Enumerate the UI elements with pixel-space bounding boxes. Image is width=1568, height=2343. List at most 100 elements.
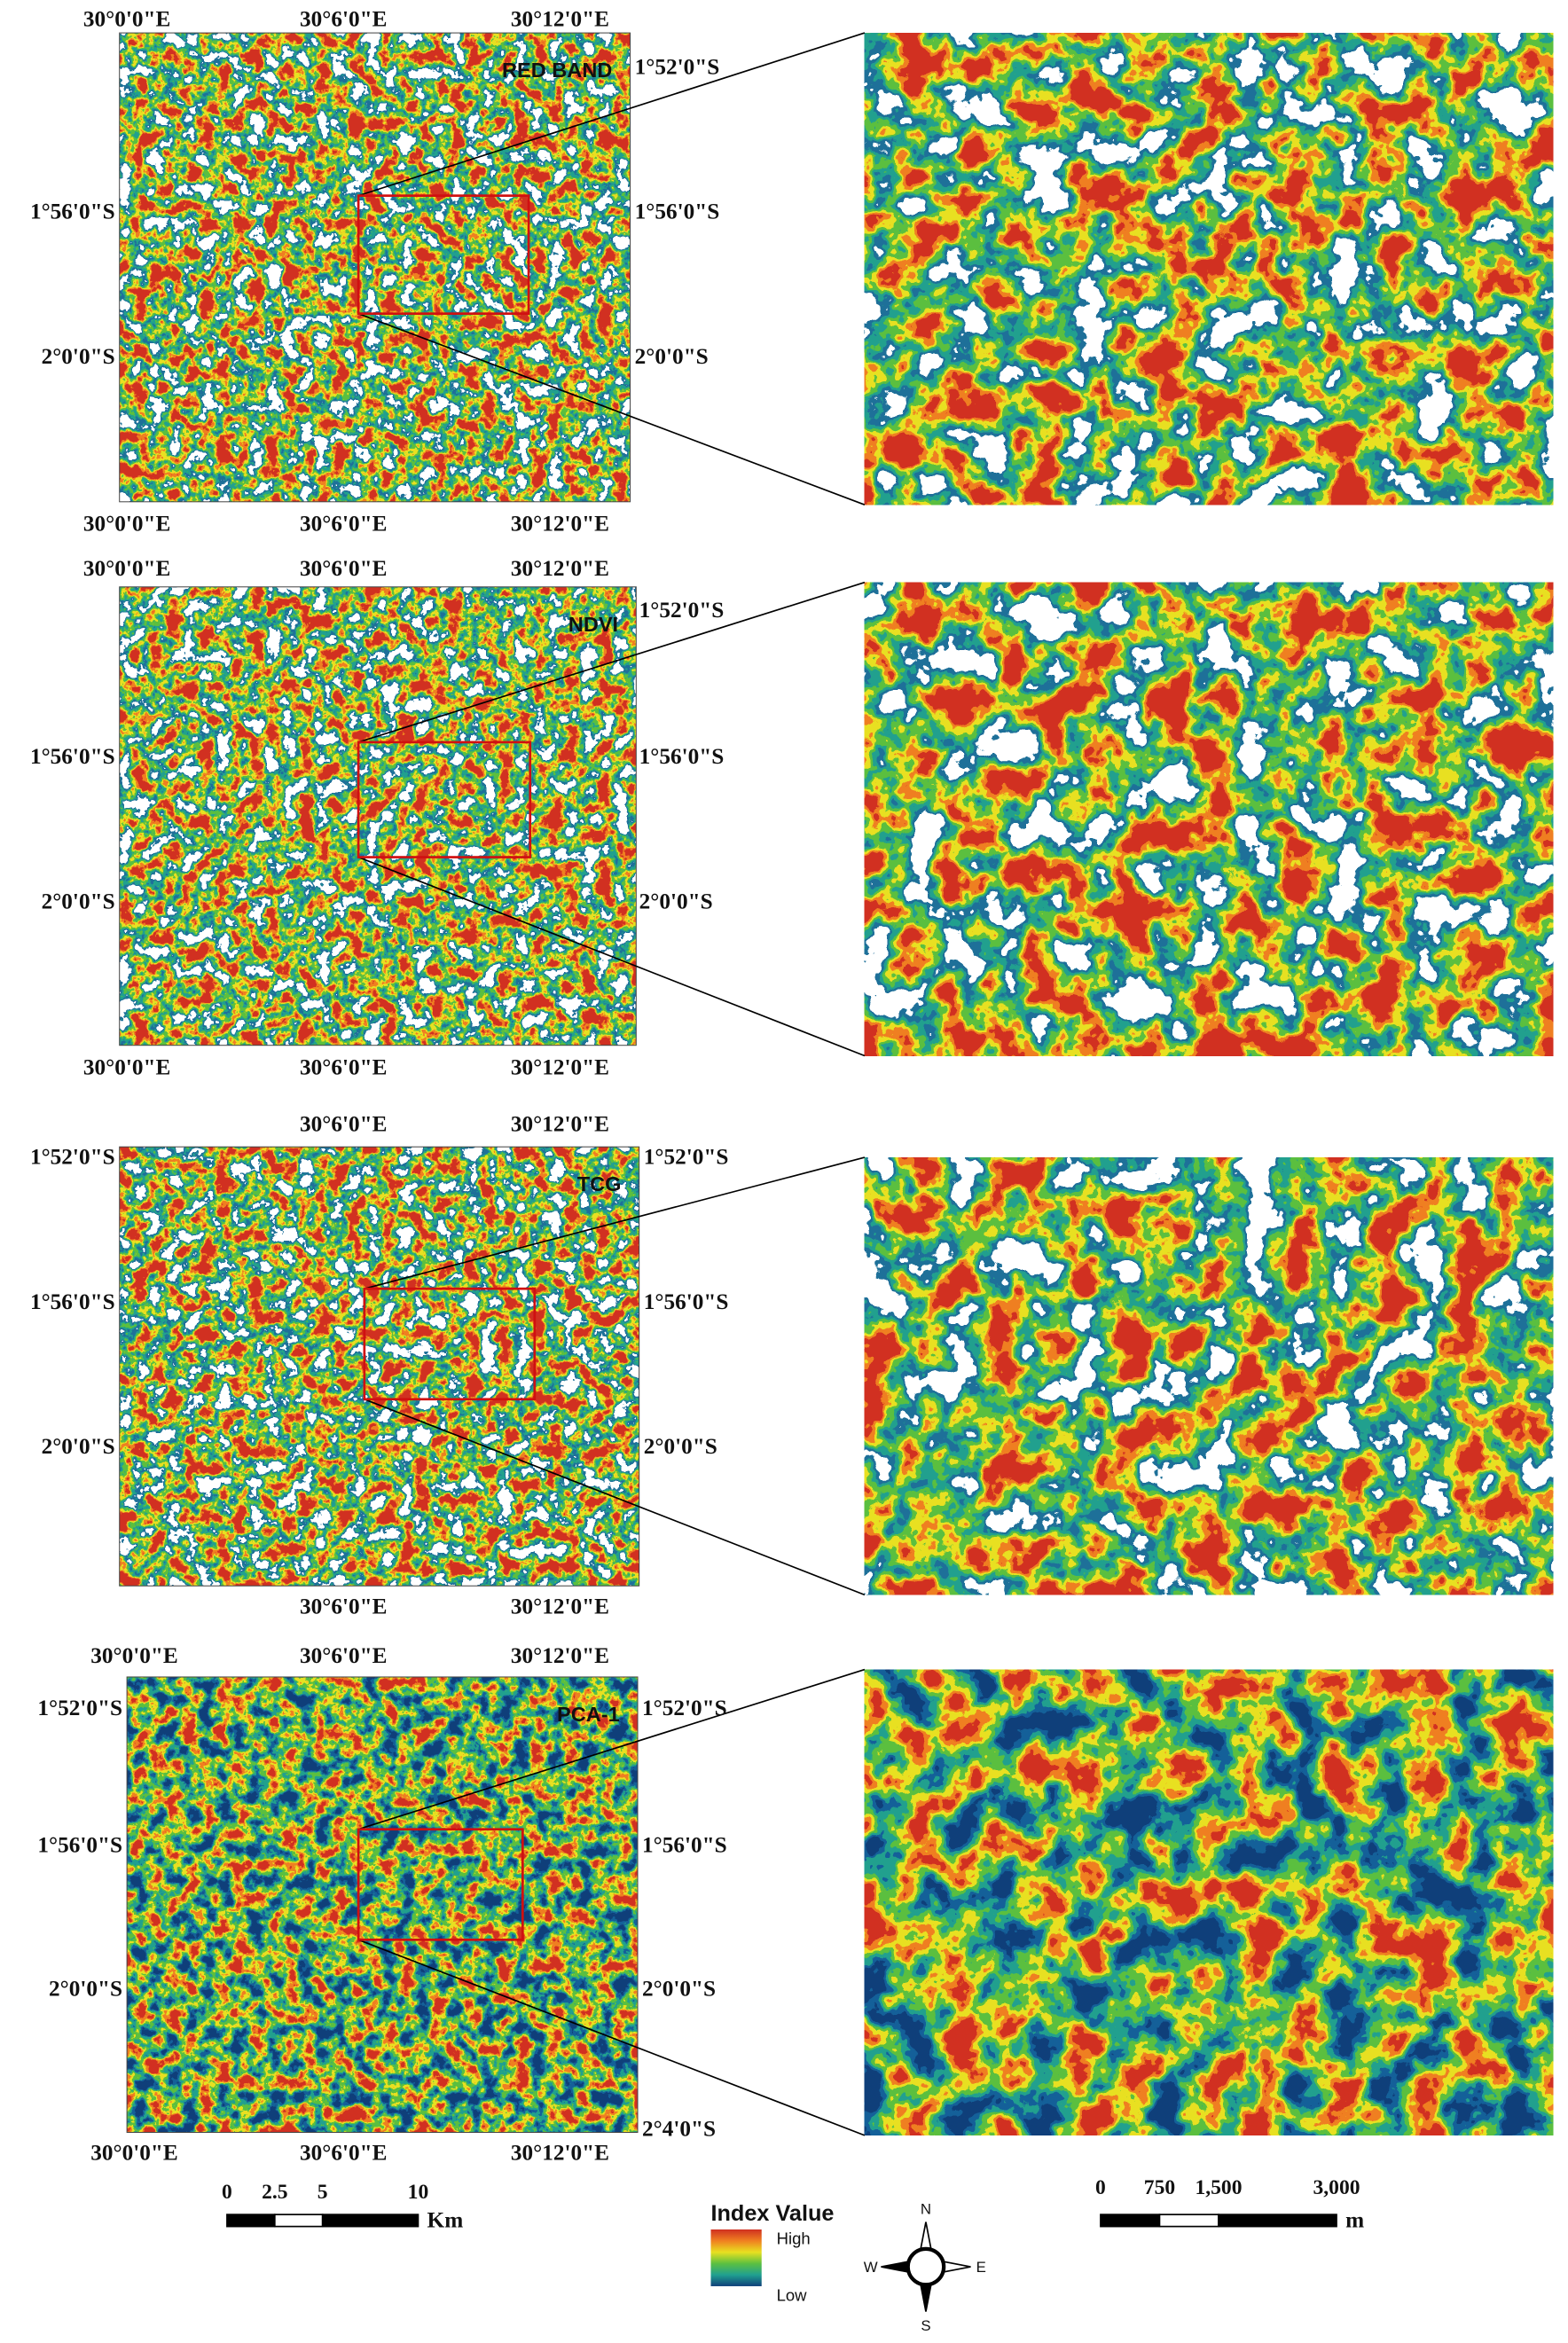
zoom-map — [864, 1157, 1554, 1595]
bottom-coord-label: 30°12'0"E — [511, 2141, 609, 2166]
zoom-connector — [364, 1156, 866, 1289]
scale-tick-label: 0 — [1095, 2176, 1106, 2199]
panel-title: PCA-1 — [557, 1703, 620, 1726]
right-coord-label: 1°52'0"S — [644, 1144, 729, 1169]
zoom-connector — [357, 312, 866, 505]
map-frame — [119, 1146, 640, 1587]
top-coord-label: 30°12'0"E — [511, 6, 609, 31]
overview-map — [127, 1676, 638, 2133]
top-coord-label: 30°12'0"E — [511, 1643, 609, 1668]
bottom-coord-label: 30°12'0"E — [511, 1054, 609, 1079]
scale-tick-label: 750 — [1144, 2176, 1175, 2199]
zoom-connector — [357, 1668, 866, 1830]
bottom-coord-label: 30°6'0"E — [300, 512, 387, 537]
left-coord-label: 1°56'0"S — [37, 1833, 122, 1858]
scale-segment — [226, 2214, 276, 2228]
zoom-extent-box — [363, 1287, 537, 1401]
zoom-connector — [357, 581, 866, 743]
legend-ramp — [710, 2229, 762, 2286]
left-coord-label: 2°0'0"S — [42, 889, 115, 914]
bottom-coord-label: 30°12'0"E — [511, 1594, 609, 1618]
scale-tick-label: 1,500 — [1195, 2176, 1242, 2199]
top-coord-label: 30°0'0"E — [90, 1643, 177, 1668]
scale-segment — [1158, 2214, 1219, 2228]
top-coord-label: 30°6'0"E — [300, 1643, 387, 1668]
scale-bar: 0 2.5 5 10 Km — [222, 2181, 463, 2232]
left-coord-label: 2°0'0"S — [49, 1976, 122, 2001]
scale-tick-label: 5 — [318, 2181, 328, 2204]
zoom-extent-box — [357, 1828, 524, 1941]
bottom-coord-label: 30°6'0"E — [300, 1594, 387, 1618]
map-panel: PCA-1 30°0'0"E 30°6'0"E 30°12'0"E 30°0'0"E 30… — [37, 1643, 1554, 2166]
left-coord-label: 2°0'0"S — [42, 1434, 115, 1459]
scale-tick-label: 0 — [222, 2181, 232, 2204]
right-coord-label: 1°52'0"S — [642, 1696, 727, 1720]
map-panel: TCG 30°6'0"E 30°12'0"E 30°6'0"E 30°12'0"E 1°5… — [30, 1111, 1554, 1618]
zoom-connector — [357, 856, 866, 1057]
left-coord-label: 1°56'0"S — [30, 1289, 115, 1314]
right-coord-label: 2°0'0"S — [639, 889, 713, 914]
panel-title: NDVI — [568, 613, 618, 636]
scale-segment — [1100, 2214, 1161, 2228]
scale-unit: Km — [427, 2207, 464, 2232]
overview-map — [119, 33, 631, 502]
scale-segment — [273, 2214, 324, 2228]
legend-title: Index Value — [710, 2201, 834, 2226]
bottom-coord-label: 30°6'0"E — [300, 1054, 387, 1079]
top-coord-label: 30°12'0"E — [511, 556, 609, 581]
map-panel: NDVI 30°0'0"E 30°6'0"E 30°12'0"E 30°0'0"E 30°… — [30, 556, 1554, 1079]
legend-low: Low — [777, 2286, 808, 2305]
top-coord-label: 30°6'0"E — [300, 556, 387, 581]
right-coord-label: 1°52'0"S — [635, 54, 720, 79]
scale-tick-label: 3,000 — [1313, 2176, 1360, 2199]
panel-title: TCG — [577, 1172, 622, 1195]
compass: N E S W — [864, 2201, 986, 2334]
map-frame — [126, 1676, 639, 2134]
map-frame — [119, 586, 637, 1046]
top-coord-label: 30°6'0"E — [300, 1111, 387, 1136]
zoom-map — [864, 582, 1554, 1056]
top-coord-label: 30°6'0"E — [300, 6, 387, 31]
zoom-connector — [357, 1939, 866, 2136]
zoom-map — [864, 1669, 1554, 2135]
zoom-connector — [357, 32, 866, 197]
zoom-connector — [364, 1398, 866, 1596]
right-coord-label: 2°4'0"S — [642, 2117, 716, 2142]
left-coord-label: 1°52'0"S — [30, 1144, 115, 1169]
right-coord-label: 2°0'0"S — [642, 1976, 716, 2001]
left-coord-label: 2°0'0"S — [42, 344, 115, 369]
compass-e: E — [976, 2259, 986, 2276]
bottom-coord-label: 30°12'0"E — [511, 512, 609, 537]
legend-high: High — [777, 2229, 811, 2248]
left-coord-label: 1°56'0"S — [30, 200, 115, 224]
scale-bar: 0 750 1,500 3,000 m — [1095, 2176, 1364, 2232]
top-coord-label: 30°12'0"E — [511, 1111, 609, 1136]
right-coord-label: 1°56'0"S — [642, 1833, 727, 1858]
scale-tick-label: 2.5 — [262, 2181, 287, 2204]
right-coord-label: 1°56'0"S — [644, 1289, 729, 1314]
overview-map — [119, 586, 637, 1046]
compass-s: S — [921, 2317, 930, 2334]
bottom-coord-label: 30°0'0"E — [83, 512, 170, 537]
left-coord-label: 1°52'0"S — [37, 1696, 122, 1720]
zoom-map — [864, 33, 1554, 505]
zoom-extent-box — [357, 194, 530, 315]
right-coord-label: 1°56'0"S — [635, 200, 720, 224]
right-coord-label: 2°0'0"S — [635, 344, 709, 369]
scale-unit: m — [1345, 2207, 1364, 2232]
scale-tick-label: 10 — [408, 2181, 429, 2204]
left-coord-label: 1°56'0"S — [30, 744, 115, 769]
top-coord-label: 30°0'0"E — [83, 6, 170, 31]
right-coord-label: 1°56'0"S — [639, 744, 725, 769]
overview-map — [119, 1147, 639, 1587]
compass-w: W — [864, 2259, 878, 2276]
zoom-extent-box — [357, 741, 532, 858]
bottom-coord-label: 30°0'0"E — [90, 2141, 177, 2166]
panel-title: RED BAND — [502, 59, 612, 82]
bottom-coord-label: 30°6'0"E — [300, 2141, 387, 2166]
map-panel: RED BAND 30°0'0"E 30°6'0"E 30°12'0"E 30°0'0"… — [30, 6, 1554, 537]
compass-n: N — [921, 2201, 931, 2218]
map-frame — [119, 32, 631, 503]
